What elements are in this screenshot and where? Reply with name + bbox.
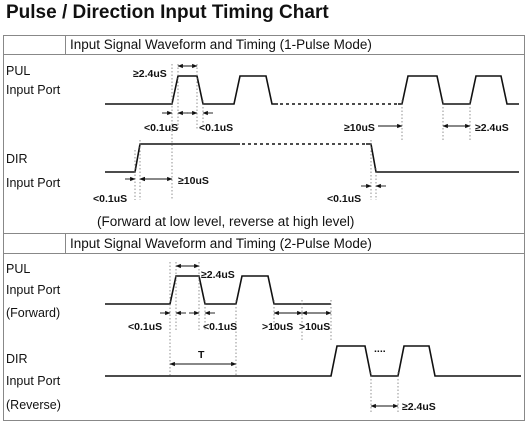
gap-2-label: >10uS: [299, 321, 330, 333]
rise-time-label: <0.1uS: [128, 321, 162, 333]
dir-waveform-end: [366, 143, 519, 173]
pul-label-line-2: Input Port: [6, 83, 61, 97]
pul-waveform-left: [105, 75, 278, 105]
setup-time-label: ≥10uS: [344, 122, 375, 134]
pul-forward-label-line-1: PUL: [6, 262, 30, 276]
reverse-width-label: ≥2.4uS: [402, 401, 436, 413]
dir-reverse-label-line-1: DIR: [6, 352, 28, 366]
pul-forward-waveform: [105, 275, 331, 305]
section-2-header: Input Signal Waveform and Timing (2-Puls…: [70, 236, 372, 251]
pul-waveform-right: [398, 75, 519, 105]
pul-label-line-1: PUL: [6, 64, 30, 78]
gap-1-label: >10uS: [262, 321, 293, 333]
pulse-width-label: ≥2.4uS: [201, 269, 235, 281]
dir-hold-label: ≥10uS: [178, 175, 209, 187]
dir-rise-label: <0.1uS: [93, 193, 127, 205]
pulse-width-label: ≥2.4uS: [133, 68, 167, 80]
dir-reverse-label-line-3: (Reverse): [6, 398, 61, 412]
pulse-continuation-dots: ....: [374, 343, 386, 355]
dir-fall-label: <0.1uS: [327, 193, 361, 205]
table-border: [3, 35, 525, 421]
rise-time-label: <0.1uS: [144, 122, 178, 134]
period-label: T: [198, 349, 205, 361]
pul-forward-label-line-3: (Forward): [6, 306, 60, 320]
fall-time-label: <0.1uS: [199, 122, 233, 134]
page-title: Pulse / Direction Input Timing Chart: [6, 2, 329, 23]
direction-note: (Forward at low level, reverse at high l…: [97, 214, 354, 229]
dir-reverse-waveform: [105, 345, 521, 377]
pul-forward-label-line-2: Input Port: [6, 283, 61, 297]
section-1-pulse-mode: Input Signal Waveform and Timing (1-Puls…: [6, 37, 519, 229]
table-frame: [3, 35, 525, 421]
dir-reverse-label-line-2: Input Port: [6, 374, 61, 388]
section-2-pulse-mode: Input Signal Waveform and Timing (2-Puls…: [6, 236, 521, 413]
dir-waveform: [105, 143, 240, 173]
dir-label-line-2: Input Port: [6, 176, 61, 190]
dir-label-line-1: DIR: [6, 152, 28, 166]
low-width-label: ≥2.4uS: [475, 122, 509, 134]
section-1-header: Input Signal Waveform and Timing (1-Puls…: [70, 37, 372, 52]
fall-time-label: <0.1uS: [203, 321, 237, 333]
